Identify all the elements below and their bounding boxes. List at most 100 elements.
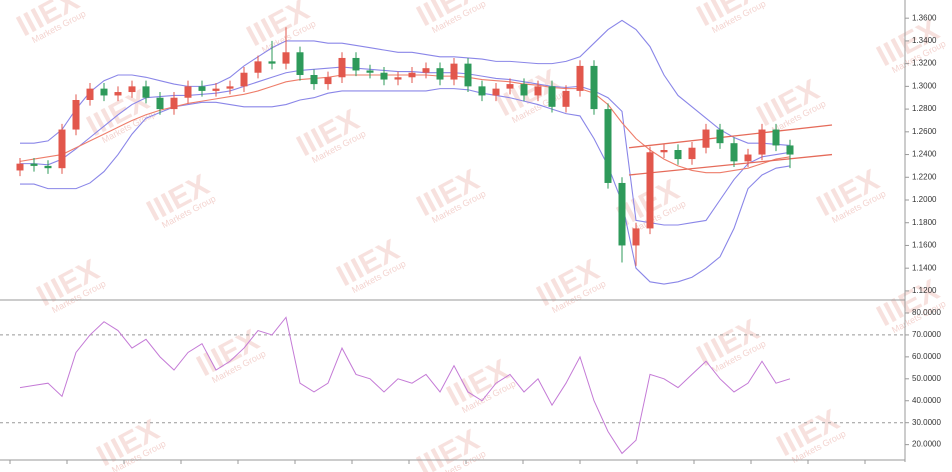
y-tick-label: 60.0000 (912, 352, 941, 361)
candle-body (338, 57, 346, 78)
candle-body (492, 88, 500, 96)
candle-body (660, 150, 668, 153)
candle-body (688, 147, 696, 160)
candle-body (646, 152, 654, 229)
y-tick-label: 1.1200 (912, 286, 937, 295)
candle-body (716, 129, 724, 144)
y-tick-label: 40.0000 (912, 396, 941, 405)
candle-body (324, 77, 332, 85)
candle-body (786, 145, 794, 155)
y-tick-label: 50.0000 (912, 374, 941, 383)
candle-body (254, 61, 262, 73)
candle-body (576, 65, 584, 91)
y-tick-label: 80.0000 (912, 308, 941, 317)
y-tick-label: 1.2600 (912, 127, 937, 136)
y-tick-label: 1.2800 (912, 104, 937, 113)
candle-body (352, 57, 360, 71)
candle-body (86, 88, 94, 100)
y-tick-label: 1.1600 (912, 241, 937, 250)
y-tick-label: 1.3200 (912, 59, 937, 68)
rsi-line (19, 316, 791, 455)
candle-body (772, 129, 780, 146)
y-tick-label: 1.1800 (912, 218, 937, 227)
watermark-logo: IIIEX (412, 424, 485, 472)
candle-body (590, 65, 598, 110)
candle-body (744, 154, 752, 162)
candle-body (156, 97, 164, 110)
candle-body (548, 86, 556, 107)
y-tick-label: 1.3600 (912, 13, 937, 22)
candle-body (30, 163, 38, 166)
candle-body (632, 228, 640, 246)
candle-body (310, 75, 318, 85)
candle-body (58, 129, 66, 169)
candle-body (562, 90, 570, 107)
candle-body (170, 97, 178, 110)
candle-body (72, 100, 80, 130)
candle-body (380, 72, 388, 80)
candle-body (422, 68, 430, 73)
y-tick-label: 30.0000 (912, 418, 941, 427)
trend-line (628, 153, 833, 176)
candle-body (436, 68, 444, 80)
candle-body (394, 77, 402, 80)
y-tick-label: 1.2200 (912, 172, 937, 181)
y-tick-label: 1.3000 (912, 81, 937, 90)
y-tick-label: 1.2400 (912, 150, 937, 159)
indicator-line (19, 74, 791, 174)
candle-body (478, 86, 486, 96)
candle-body (212, 88, 220, 91)
candle-body (16, 163, 24, 171)
candle-body (240, 72, 248, 87)
candle-body (450, 63, 458, 80)
candle-body (520, 84, 528, 96)
candle-body (618, 182, 626, 246)
candle-body (534, 86, 542, 96)
indicator-line (20, 88, 791, 285)
candle-body (226, 86, 234, 89)
candle-body (128, 86, 136, 93)
y-tick-label: 1.3400 (912, 36, 937, 45)
candle-body (282, 52, 290, 64)
candle-body (100, 88, 108, 96)
candle-body (702, 129, 710, 148)
candle-body (464, 63, 472, 87)
candle-body (44, 165, 52, 169)
candle-body (184, 86, 192, 98)
indicator-line (20, 19, 791, 147)
y-tick-label: 70.0000 (912, 330, 941, 339)
candle-body (366, 70, 374, 73)
candle-body (506, 84, 514, 89)
candle-body (408, 72, 416, 78)
y-tick-label: 1.1400 (912, 263, 937, 272)
candle-body (142, 86, 150, 98)
candle-body (268, 61, 276, 64)
candle-body (758, 129, 766, 155)
y-tick-label: 1.2000 (912, 195, 937, 204)
candle-body (604, 109, 612, 183)
candle-body (730, 143, 738, 162)
trend-line (628, 124, 833, 149)
candle-body (114, 92, 122, 96)
candle-body (296, 52, 304, 75)
